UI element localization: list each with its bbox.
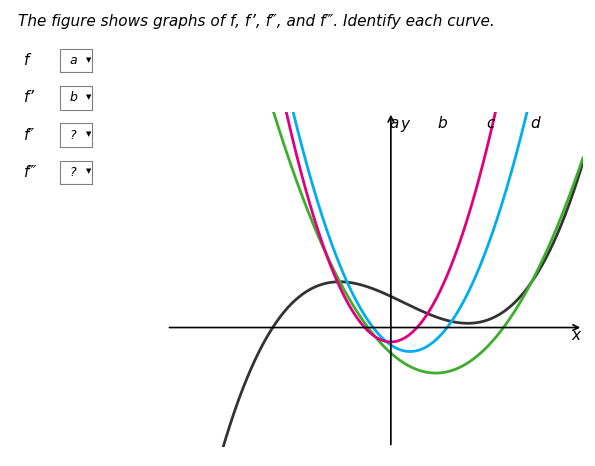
Text: b: b — [437, 116, 447, 131]
Text: The figure shows graphs of f, f’, f″, and f‴. Identify each curve.: The figure shows graphs of f, f’, f″, an… — [18, 14, 494, 29]
Text: c: c — [486, 116, 494, 131]
Text: a: a — [69, 54, 77, 67]
Text: d: d — [530, 116, 540, 131]
Text: f’: f’ — [24, 90, 35, 105]
Text: ▼: ▼ — [86, 94, 92, 100]
Text: x: x — [571, 328, 580, 343]
Text: ?: ? — [69, 129, 76, 142]
Text: ▼: ▼ — [86, 131, 92, 137]
Text: b: b — [69, 91, 77, 104]
Text: y: y — [400, 116, 409, 131]
Text: ▼: ▼ — [86, 169, 92, 175]
Text: ▼: ▼ — [86, 57, 92, 63]
Text: ?: ? — [69, 166, 76, 179]
Text: a: a — [389, 116, 399, 131]
Text: f: f — [24, 53, 29, 68]
Text: f‴: f‴ — [24, 165, 37, 180]
Text: f″: f″ — [24, 128, 35, 143]
